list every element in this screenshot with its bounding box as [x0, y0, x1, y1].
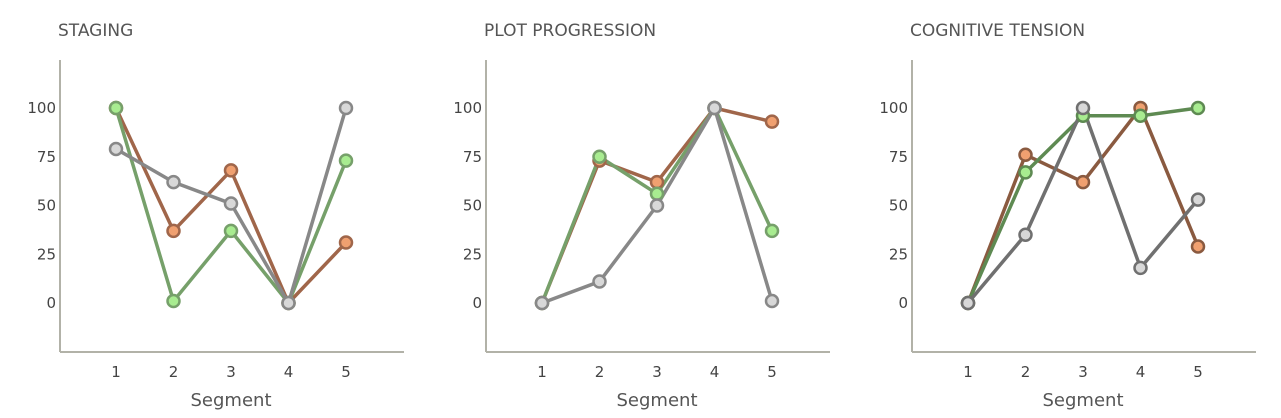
x-axis-title: Segment	[1043, 390, 1124, 411]
x-tick-label: 5	[341, 363, 351, 381]
data-point-series-3	[338, 100, 354, 116]
data-point-series-3	[1075, 100, 1091, 116]
data-point-series-2	[1190, 100, 1206, 116]
data-point-series-3	[707, 100, 722, 116]
data-point-series-3	[108, 141, 124, 157]
data-point-series-1	[338, 235, 354, 250]
data-point-series-1	[223, 163, 239, 178]
data-point-series-1	[166, 223, 181, 239]
data-point-series-2	[108, 100, 124, 116]
chart-panel-3: COGNITIVE TENSION 0 25 50 75 100 1 2 3 4 5 Segment	[879, 21, 1256, 411]
y-tick-label: 25	[37, 245, 56, 263]
y-tick-label: 0	[472, 294, 482, 312]
x-axis-title: Segment	[191, 390, 272, 411]
data-point-series-3	[1018, 227, 1033, 242]
data-point-series-2	[1018, 165, 1033, 180]
data-point-series-3	[166, 174, 181, 190]
x-tick-label: 3	[1078, 363, 1088, 381]
chart-title: COGNITIVE TENSION	[910, 21, 1085, 41]
y-tick-label: 100	[879, 99, 908, 117]
data-point-series-3	[1190, 192, 1206, 207]
y-tick-label: 0	[46, 294, 56, 312]
x-tick-label: 5	[1193, 363, 1203, 381]
chart-panel-1: STAGING 0 25 50 75 100 1 2 3 4 5 Segment	[27, 21, 404, 411]
y-tick-label: 50	[37, 197, 56, 215]
x-tick-label: 1	[537, 363, 547, 381]
x-tick-label: 4	[284, 363, 294, 381]
y-tick-label: 100	[27, 99, 56, 117]
x-tick-label: 3	[652, 363, 662, 381]
y-tick-label: 75	[463, 148, 482, 166]
series-line-2	[966, 106, 1200, 305]
y-tick-label: 100	[453, 99, 482, 117]
x-tick-label: 4	[1136, 363, 1146, 381]
x-tick-label: 5	[767, 363, 777, 381]
chart-title: PLOT PROGRESSION	[484, 21, 656, 41]
data-point-series-1	[764, 114, 780, 129]
x-axis-title: Segment	[617, 390, 698, 411]
data-point-series-2	[592, 149, 607, 164]
data-point-series-3	[1133, 260, 1148, 276]
series-line-3	[966, 106, 1200, 305]
data-point-series-3	[592, 274, 607, 289]
chart-title: STAGING	[58, 21, 133, 41]
y-tick-label: 50	[889, 197, 908, 215]
data-point-series-1	[1018, 147, 1033, 163]
data-point-series-2	[338, 153, 354, 168]
y-tick-label: 75	[889, 148, 908, 166]
y-tick-label: 25	[889, 245, 908, 263]
x-tick-label: 2	[169, 363, 179, 381]
data-point-series-3	[281, 295, 296, 311]
x-tick-label: 1	[111, 363, 121, 381]
series-line-1	[966, 106, 1200, 305]
x-tick-label: 2	[1021, 363, 1031, 381]
data-point-series-1	[1075, 174, 1091, 190]
y-tick-label: 25	[463, 245, 482, 263]
chart-panel-2: PLOT PROGRESSION 0 25 50 75 100 1 2 3 4 5 Segment	[453, 21, 830, 411]
data-point-series-3	[649, 198, 665, 213]
x-tick-label: 4	[710, 363, 720, 381]
data-point-series-3	[764, 293, 780, 309]
y-tick-label: 75	[37, 148, 56, 166]
data-point-series-3	[960, 295, 976, 311]
data-point-series-1	[649, 174, 665, 190]
x-tick-label: 2	[595, 363, 605, 381]
data-point-series-2	[223, 223, 239, 239]
y-tick-label: 0	[898, 294, 908, 312]
data-point-series-3	[534, 295, 550, 311]
data-point-series-3	[223, 196, 239, 211]
y-tick-label: 50	[463, 197, 482, 215]
data-point-series-2	[166, 293, 181, 309]
data-point-series-2	[764, 223, 780, 239]
data-point-series-2	[1133, 108, 1148, 124]
data-point-series-2	[649, 186, 665, 202]
data-point-series-1	[1190, 239, 1206, 254]
x-tick-label: 1	[963, 363, 973, 381]
x-tick-label: 3	[226, 363, 236, 381]
